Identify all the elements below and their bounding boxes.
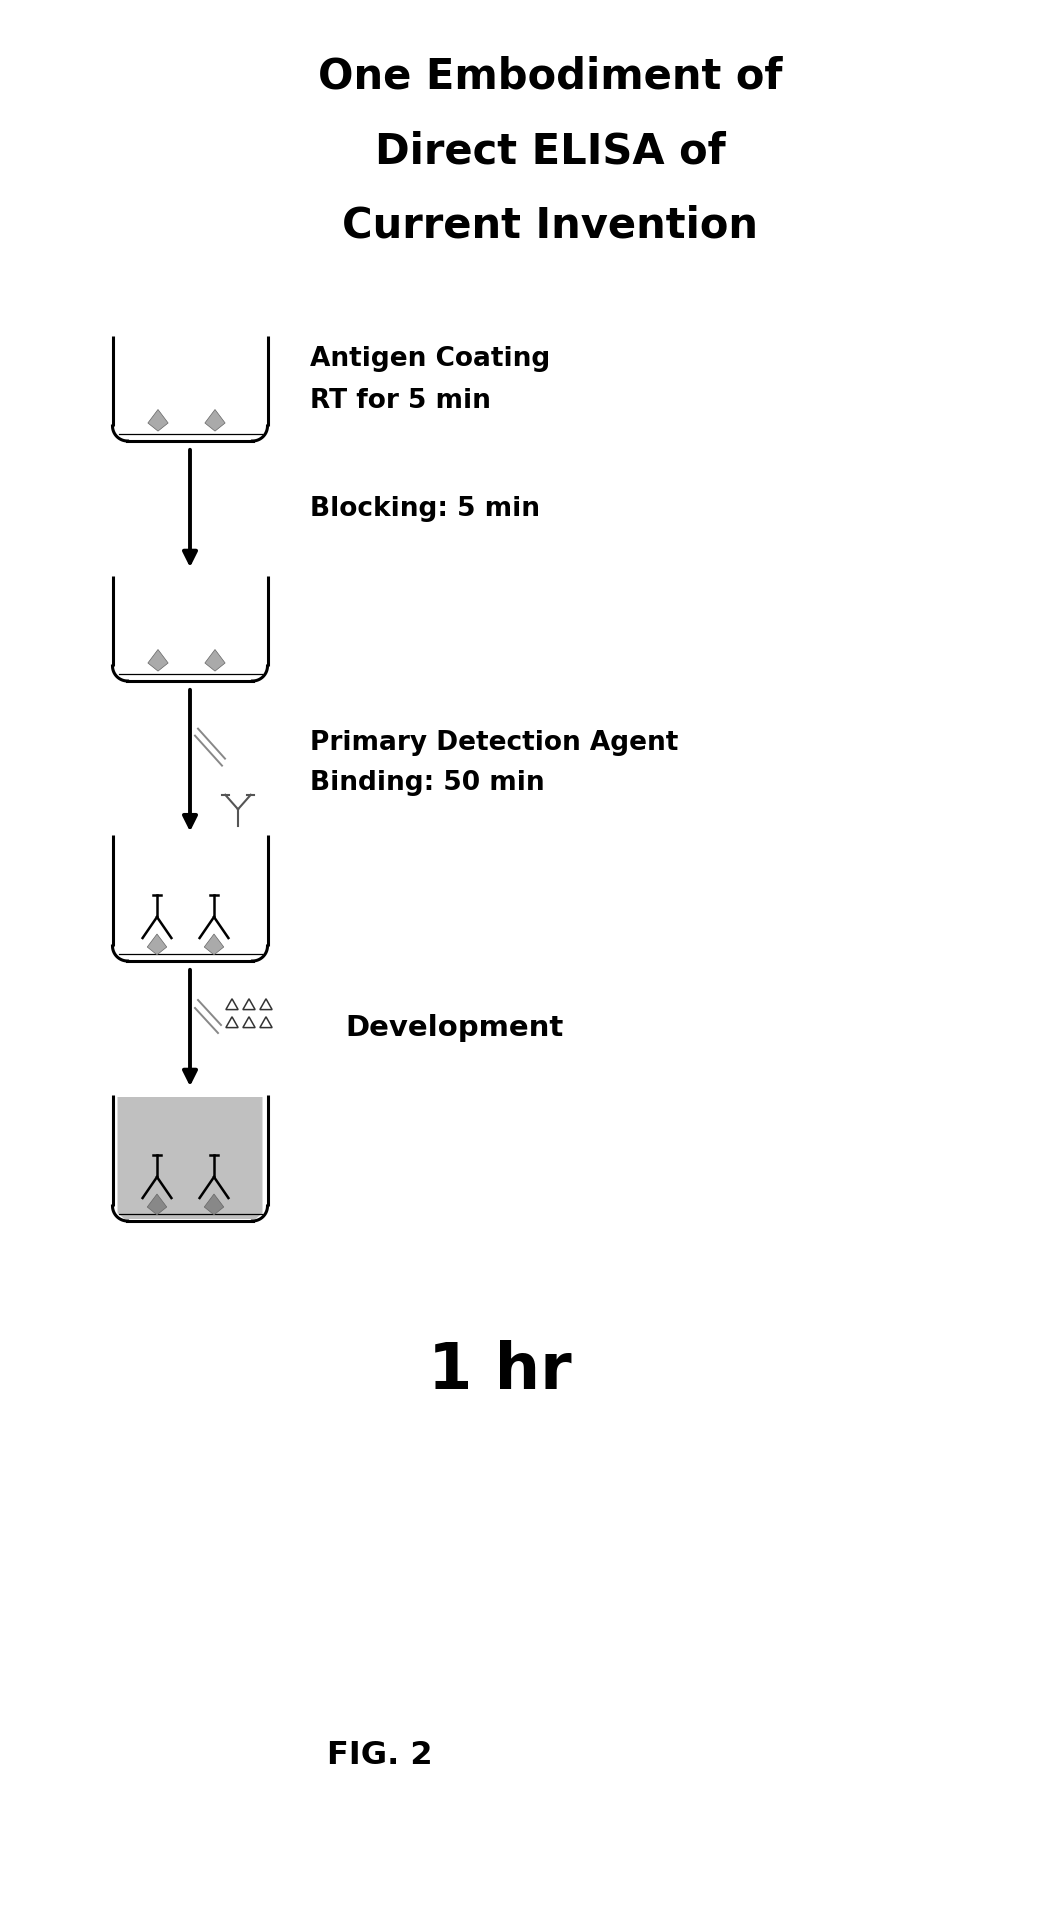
Text: One Embodiment of: One Embodiment of [318, 55, 782, 97]
Polygon shape [117, 1097, 263, 1219]
Polygon shape [148, 409, 168, 432]
Polygon shape [148, 1194, 167, 1215]
Text: Blocking: 5 min: Blocking: 5 min [310, 495, 540, 522]
Polygon shape [205, 409, 225, 432]
Polygon shape [205, 1194, 224, 1215]
Polygon shape [113, 835, 268, 961]
Polygon shape [205, 934, 224, 956]
Text: Primary Detection Agent: Primary Detection Agent [310, 730, 678, 755]
Text: Binding: 50 min: Binding: 50 min [310, 770, 544, 795]
Text: 1 hr: 1 hr [428, 1340, 572, 1403]
Text: Current Invention: Current Invention [342, 204, 757, 247]
Polygon shape [113, 336, 268, 441]
Text: FIG. 2: FIG. 2 [327, 1741, 433, 1771]
Text: Antigen Coating: Antigen Coating [310, 346, 551, 373]
Polygon shape [205, 650, 225, 671]
Polygon shape [148, 934, 167, 956]
Text: Development: Development [345, 1015, 563, 1041]
Polygon shape [148, 650, 168, 671]
Text: Direct ELISA of: Direct ELISA of [375, 130, 726, 172]
Polygon shape [113, 575, 268, 680]
Text: RT for 5 min: RT for 5 min [310, 388, 491, 415]
